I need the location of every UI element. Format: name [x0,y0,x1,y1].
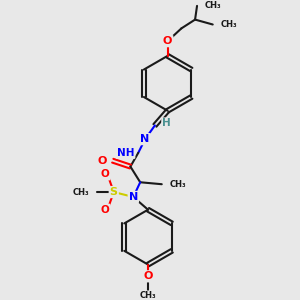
Text: O: O [100,169,109,179]
Text: S: S [110,187,118,197]
Text: CH₃: CH₃ [169,180,186,189]
Text: CH₃: CH₃ [220,20,237,29]
Text: N: N [129,192,138,202]
Text: CH₃: CH₃ [140,291,156,300]
Text: NH: NH [117,148,134,158]
Text: CH₃: CH₃ [73,188,89,196]
Text: O: O [100,205,109,215]
Text: O: O [143,271,153,281]
Text: N: N [140,134,150,144]
Text: H: H [162,118,171,128]
Text: O: O [98,156,107,166]
Text: O: O [163,36,172,46]
Text: CH₃: CH₃ [205,2,221,10]
